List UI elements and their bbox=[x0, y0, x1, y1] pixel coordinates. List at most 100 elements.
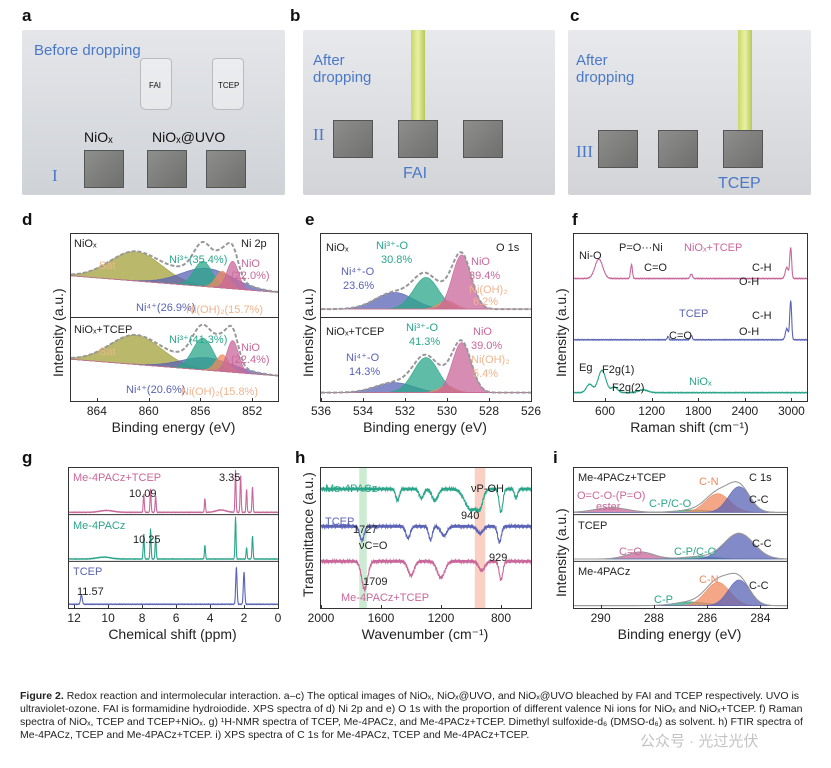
annotation: Me-4PACz+TCEP bbox=[73, 472, 162, 484]
annotation: C-C bbox=[752, 538, 772, 550]
annotation: Ni(OH)₂ bbox=[471, 354, 510, 366]
annotation: O=C-O-(P=O) bbox=[577, 490, 646, 502]
fit-component-pink bbox=[71, 340, 278, 377]
sample-chip bbox=[723, 130, 763, 168]
x-tick-mark bbox=[381, 605, 382, 609]
x-tick-label: 1200 bbox=[427, 611, 455, 625]
annotation: νP-OH bbox=[471, 483, 504, 495]
fit-component-pink bbox=[321, 254, 531, 310]
x-tick-mark bbox=[200, 398, 202, 402]
annotation: NiOₓ+TCEP bbox=[326, 326, 385, 338]
x-tick-mark bbox=[278, 605, 279, 609]
annotation: Me-4PACz bbox=[578, 566, 631, 578]
annotation: 1709 bbox=[363, 576, 388, 588]
photo-c: After dropping III TCEP bbox=[568, 30, 811, 195]
watermark: 公众号 · 光过光伏 bbox=[640, 733, 759, 750]
x-tick-mark bbox=[244, 605, 246, 609]
sample-chip bbox=[333, 120, 373, 158]
annotation: (22.4%) bbox=[231, 354, 270, 366]
series-me-4pacz bbox=[69, 516, 278, 561]
annotation: C-N bbox=[699, 574, 719, 586]
sample-roman: I bbox=[52, 166, 58, 185]
x-tick-mark bbox=[531, 398, 532, 402]
series-me-4pacz bbox=[574, 572, 787, 607]
x-tick-label: 286 bbox=[697, 611, 718, 625]
annotation: C-P bbox=[654, 594, 673, 606]
annotation: Ni⁴⁺-O bbox=[341, 266, 375, 278]
annotation: Me-4PACz+TCEP bbox=[578, 472, 667, 484]
annotation: 940 bbox=[461, 510, 480, 522]
annotation: NiO bbox=[473, 326, 492, 338]
x-tick-mark bbox=[363, 398, 364, 402]
x-axis-label: Chemical shift (ppm) bbox=[108, 626, 237, 642]
annotation: 39.0% bbox=[471, 340, 503, 352]
annotation: C-H bbox=[752, 310, 772, 322]
x-tick-mark bbox=[405, 398, 406, 402]
chart-f: Ni-O P=O···Ni NiOₓ+TCEP C=O C-H O-H TCEP C-H C=O… bbox=[573, 233, 808, 402]
annotation: F2g(1) bbox=[602, 364, 635, 376]
sample-chip bbox=[398, 120, 438, 158]
series-nio-tcep bbox=[574, 247, 807, 280]
x-tick-label: 12 bbox=[67, 611, 81, 625]
vial-label: FAI bbox=[149, 81, 162, 90]
annotation: (22.0%) bbox=[231, 270, 270, 282]
annotation: Ni-O bbox=[579, 250, 602, 262]
plot-area bbox=[69, 469, 278, 606]
series-tcep bbox=[69, 566, 278, 606]
x-axis-label: Raman shift (cm⁻¹) bbox=[630, 419, 749, 435]
x-tick-label: 284 bbox=[750, 611, 771, 625]
series-nio- bbox=[574, 369, 807, 395]
annotation: νC=O bbox=[359, 540, 388, 552]
annotation: 23.6% bbox=[343, 280, 375, 292]
annotation: NiOₓ bbox=[689, 376, 712, 388]
annotation: 10.25 bbox=[133, 534, 161, 546]
annotation: Ni³⁺-O bbox=[406, 322, 439, 334]
annotation: Ni(OH)₂ bbox=[469, 284, 508, 296]
x-tick-mark bbox=[176, 605, 178, 609]
x-tick-mark bbox=[447, 398, 448, 402]
series-tcep bbox=[574, 300, 807, 342]
chip-label-niox: NiOₓ bbox=[84, 129, 113, 145]
x-tick-label: 290 bbox=[590, 611, 611, 625]
annotation: Eg bbox=[579, 362, 593, 374]
panel-label-f: f bbox=[572, 210, 578, 229]
x-tick-label: 864 bbox=[86, 404, 107, 418]
series-me-4pacz-tcep bbox=[574, 481, 787, 513]
x-tick-label: 852 bbox=[242, 404, 263, 418]
annotation: C=O bbox=[669, 330, 692, 342]
photo-b-text: After dropping bbox=[313, 52, 372, 86]
x-tick-mark bbox=[651, 398, 653, 402]
x-tick-mark bbox=[441, 605, 442, 609]
plot-area bbox=[574, 247, 807, 395]
sample-chip bbox=[147, 150, 187, 188]
annotation: 6.2% bbox=[473, 296, 499, 308]
x-tick-label: 6 bbox=[172, 611, 180, 625]
x-tick-label: 2000 bbox=[307, 611, 335, 625]
annotation: Ni⁴⁺(20.6%) bbox=[126, 384, 186, 396]
annotation: TCEP bbox=[325, 516, 355, 528]
x-tick-label: 2 bbox=[240, 611, 248, 625]
panel-label-g: g bbox=[22, 448, 33, 467]
photo-a: Before dropping FAI TCEP NiOₓ NiOₓ@UVO I bbox=[22, 30, 285, 195]
annotation: O-H bbox=[739, 276, 760, 288]
chart-d: NiOₓ Ni 2p Sat Ni³⁺(35.4%) NiO (22.0%) Ni⁴⁺(26… bbox=[70, 233, 279, 402]
x-tick-mark bbox=[489, 398, 490, 402]
drop-label: FAI bbox=[403, 165, 428, 182]
annotation: NiOₓ+TCEP bbox=[74, 324, 133, 336]
x-tick-mark bbox=[605, 398, 607, 402]
x-tick-mark bbox=[252, 398, 254, 402]
x-tick-label: 530 bbox=[436, 404, 458, 418]
y-axis-label: Intensity (a.u.) bbox=[300, 287, 316, 377]
annotation: ester bbox=[596, 501, 621, 513]
annotation: 929 bbox=[489, 552, 508, 564]
sample-chip bbox=[463, 120, 503, 158]
x-tick-label: 288 bbox=[643, 611, 664, 625]
annotation: Sat bbox=[99, 260, 116, 272]
x-axis-label: Binding energy (eV) bbox=[617, 626, 742, 642]
x-tick-label: 856 bbox=[190, 404, 211, 418]
x-axis-label: Binding energy (eV) bbox=[111, 419, 236, 435]
annotation: 11.57 bbox=[77, 586, 104, 598]
annotation: NiO bbox=[241, 258, 260, 270]
annotation: Ni³⁺(35.4%) bbox=[169, 254, 228, 266]
annotation: Ni⁴⁺(26.9%) bbox=[136, 302, 196, 314]
